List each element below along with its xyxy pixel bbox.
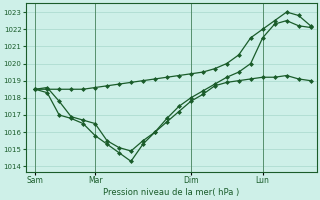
X-axis label: Pression niveau de la mer( hPa ): Pression niveau de la mer( hPa ) [103, 188, 239, 197]
